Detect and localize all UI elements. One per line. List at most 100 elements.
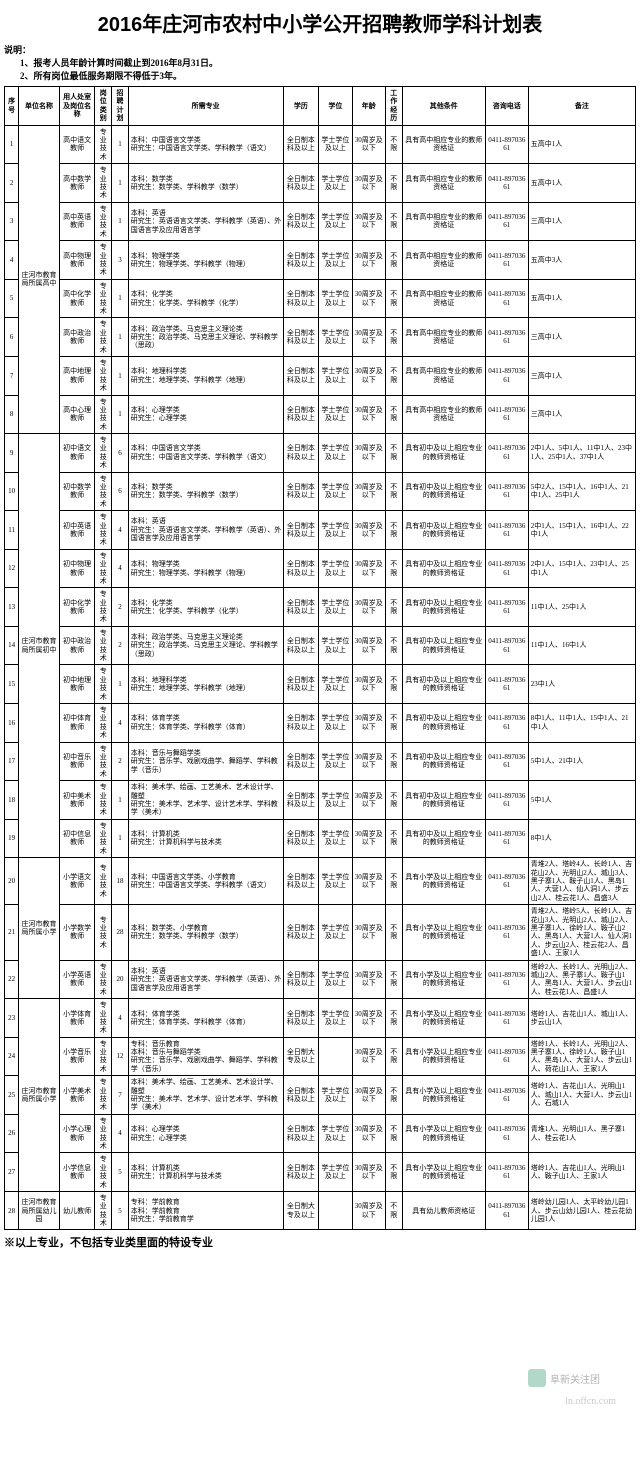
cell-deg: 学士学位及以上 [319,164,352,203]
cell-cat: 专业技术 [95,202,112,241]
cell-exp: 不限 [385,1076,402,1115]
cell-tel: 0411-89703661 [485,395,528,434]
cell-rem: 塔岭2人、长岭1人、光明山2人、城山2人、黑子寨1人、鞍子山1人、黑岛1人、大营… [528,960,635,999]
cell-seq: 17 [5,742,19,781]
cell-tel: 0411-89703661 [485,665,528,704]
cell-exp: 不限 [385,202,402,241]
cell-plan: 1 [112,125,129,164]
th-age: 年龄 [352,87,385,126]
cell-deg: 学士学位及以上 [319,665,352,704]
cell-seq: 20 [5,858,19,905]
watermark-logo-icon [528,1369,546,1387]
table-row: 4高中物理教师专业技术3本科：物理学类研究生：物理学类、学科教学（物理）全日制本… [5,241,636,280]
cell-pos: 高中数学教师 [59,164,95,203]
cell-age: 30周岁及以下 [352,704,385,743]
cell-major: 本科：体育学类研究生：体育学类、学科教学（体育） [128,704,283,743]
cell-edu: 全日制本科及以上 [283,241,319,280]
cell-unit: 庄河市教育局所属高中 [19,125,59,434]
table-row: 6高中政治教师专业技术1本科：政治学类、马克思主义理论类研究生：政治学类、马克思… [5,318,636,357]
cell-major: 本科：地理科学类研究生：地理学类、学科教学（地理） [128,356,283,395]
cell-edu: 全日制本科及以上 [283,164,319,203]
cell-tel: 0411-89703661 [485,318,528,357]
cell-major: 本科：美术学、绘画、工艺美术、艺术设计学、雕塑研究生：美术学、艺术学、设计艺术学… [128,1076,283,1115]
cell-pos: 初中英语教师 [59,511,95,550]
cell-major: 本科：中国语言文学类研究生：中国语言文学类、学科教学（语文） [128,434,283,473]
notes-label: 说明： [4,45,31,55]
cell-major: 本科：数学类研究生：数学类、学科教学（数学） [128,164,283,203]
cell-deg: 学士学位及以上 [319,1076,352,1115]
cell-major: 本科：中国语言文学类研究生：中国语言文学类、学科教学（语文） [128,125,283,164]
cell-deg: 学士学位及以上 [319,588,352,627]
cell-cat: 专业技术 [95,318,112,357]
cell-major: 本科：计算机类研究生：计算机科学与技术类 [128,819,283,858]
table-row: 3高中英语教师专业技术1本科：英语研究生：英语语言文学类、学科教学（英语）、外国… [5,202,636,241]
cell-age: 30周岁及以下 [352,356,385,395]
cell-plan: 4 [112,1114,129,1153]
table-row: 8高中心理教师专业技术1本科：心理学类研究生：心理学类全日制本科及以上学士学位及… [5,395,636,434]
cell-oth: 具有初中及以上相应专业的教师资格证 [402,742,485,781]
cell-age: 30周岁及以下 [352,742,385,781]
cell-seq: 11 [5,511,19,550]
cell-edu: 全日制大专及以上 [283,1191,319,1230]
cell-pos: 小学数学教师 [59,905,95,960]
cell-exp: 不限 [385,819,402,858]
cell-pos: 小学语文教师 [59,858,95,905]
cell-seq: 10 [5,472,19,511]
cell-exp: 不限 [385,858,402,905]
cell-rem: 青堆2人、塔岭5人、长岭1人、吉花山3人、光明山2人、城山2人、黑子寨1人、徐岭… [528,905,635,960]
cell-oth: 具有初中及以上相应专业的教师资格证 [402,472,485,511]
cell-tel: 0411-89703661 [485,781,528,820]
cell-pos: 初中物理教师 [59,549,95,588]
cell-oth: 具有高中相应专业的教师资格证 [402,356,485,395]
cell-plan: 4 [112,704,129,743]
cell-plan: 1 [112,202,129,241]
cell-edu: 全日制本科及以上 [283,960,319,999]
watermark: 阜新关注团 [528,1369,600,1387]
cell-tel: 0411-89703661 [485,960,528,999]
cell-seq: 6 [5,318,19,357]
cell-tel: 0411-89703661 [485,241,528,280]
th-oth: 其他条件 [402,87,485,126]
cell-exp: 不限 [385,511,402,550]
cell-oth: 具有小学及以上相应专业的教师资格证 [402,1114,485,1153]
cell-oth: 具有小学及以上相应专业的教师资格证 [402,999,485,1038]
cell-age: 30周岁及以下 [352,1191,385,1230]
cell-cat: 专业技术 [95,125,112,164]
cell-plan: 4 [112,549,129,588]
cell-pos: 初中政治教师 [59,626,95,665]
cell-age: 30周岁及以下 [352,588,385,627]
cell-age: 30周岁及以下 [352,1037,385,1076]
cell-pos: 高中语文教师 [59,125,95,164]
cell-tel: 0411-89703661 [485,905,528,960]
cell-seq: 2 [5,164,19,203]
cell-oth: 具有高中相应专业的教师资格证 [402,202,485,241]
cell-age: 30周岁及以下 [352,665,385,704]
table-row: 23庄河市教育局所属小学小学体育教师专业技术4本科：体育学类研究生：体育学类、学… [5,999,636,1038]
cell-age: 30周岁及以下 [352,1153,385,1192]
cell-deg: 学士学位及以上 [319,434,352,473]
cell-plan: 1 [112,395,129,434]
cell-rem: 青堆2人、塔岭4人、长岭1人、吉花山2人、光明山2人、城山3人、黑子寨1人、鞍子… [528,858,635,905]
cell-seq: 23 [5,999,19,1038]
cell-deg: 学士学位及以上 [319,472,352,511]
th-rem: 备注 [528,87,635,126]
cell-age: 30周岁及以下 [352,279,385,318]
cell-edu: 全日制本科及以上 [283,279,319,318]
cell-plan: 2 [112,742,129,781]
cell-cat: 专业技术 [95,434,112,473]
cell-rem: 五高中1人 [528,125,635,164]
table-row: 16初中体育教师专业技术4本科：体育学类研究生：体育学类、学科教学（体育）全日制… [5,704,636,743]
cell-rem: 塔岭1人、吉花山1人、城山1人、步云山1人 [528,999,635,1038]
cell-rem: 塔岭1人、长岭1人、光明山2人、黑子寨1人、徐岭1人、鞍子山1人、黑岛1人、大营… [528,1037,635,1076]
table-row: 26小学心理教师专业技术4本科：心理学类研究生：心理学类全日制本科及以上学士学位… [5,1114,636,1153]
cell-tel: 0411-89703661 [485,125,528,164]
cell-unit: 庄河市教育局所属小学 [19,858,59,999]
cell-exp: 不限 [385,472,402,511]
cell-pos: 初中体育教师 [59,704,95,743]
cell-exp: 不限 [385,549,402,588]
cell-cat: 专业技术 [95,626,112,665]
table-row: 13初中化学教师专业技术2本科：化学类研究生：化学类、学科教学（化学）全日制本科… [5,588,636,627]
cell-tel: 0411-89703661 [485,742,528,781]
cell-exp: 不限 [385,356,402,395]
cell-plan: 28 [112,905,129,960]
